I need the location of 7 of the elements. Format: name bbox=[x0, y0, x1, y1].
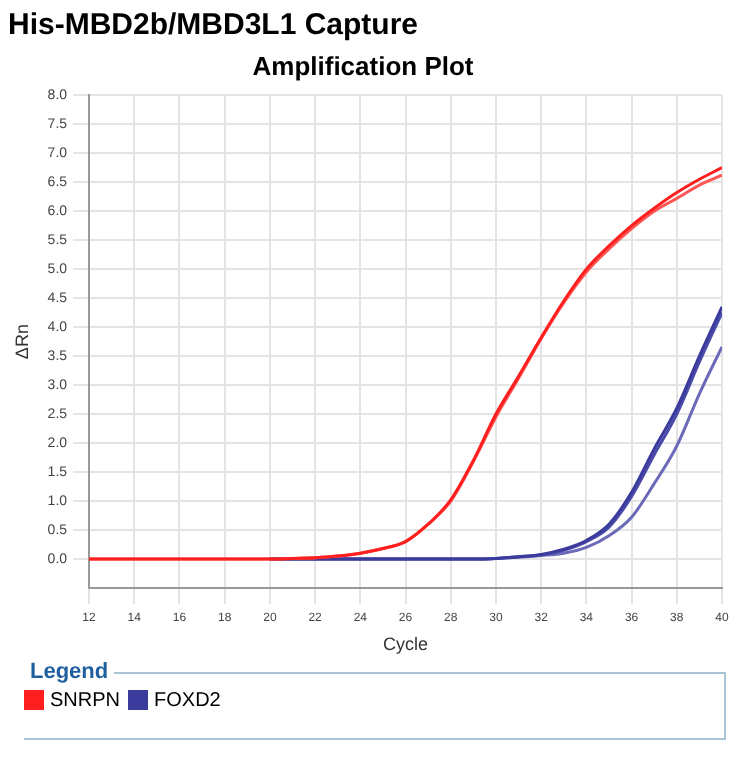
legend-label: FOXD2 bbox=[154, 689, 221, 711]
y-axis-title: ΔRn bbox=[11, 324, 32, 360]
chart-title: His-MBD2b/MBD3L1 Capture bbox=[6, 6, 421, 46]
chart-subtitle: Amplification Plot bbox=[252, 50, 475, 81]
legend-title: Legend bbox=[28, 660, 111, 684]
x-axis-title: Cycle bbox=[383, 634, 429, 655]
legend-label: SNRPN bbox=[50, 689, 121, 711]
